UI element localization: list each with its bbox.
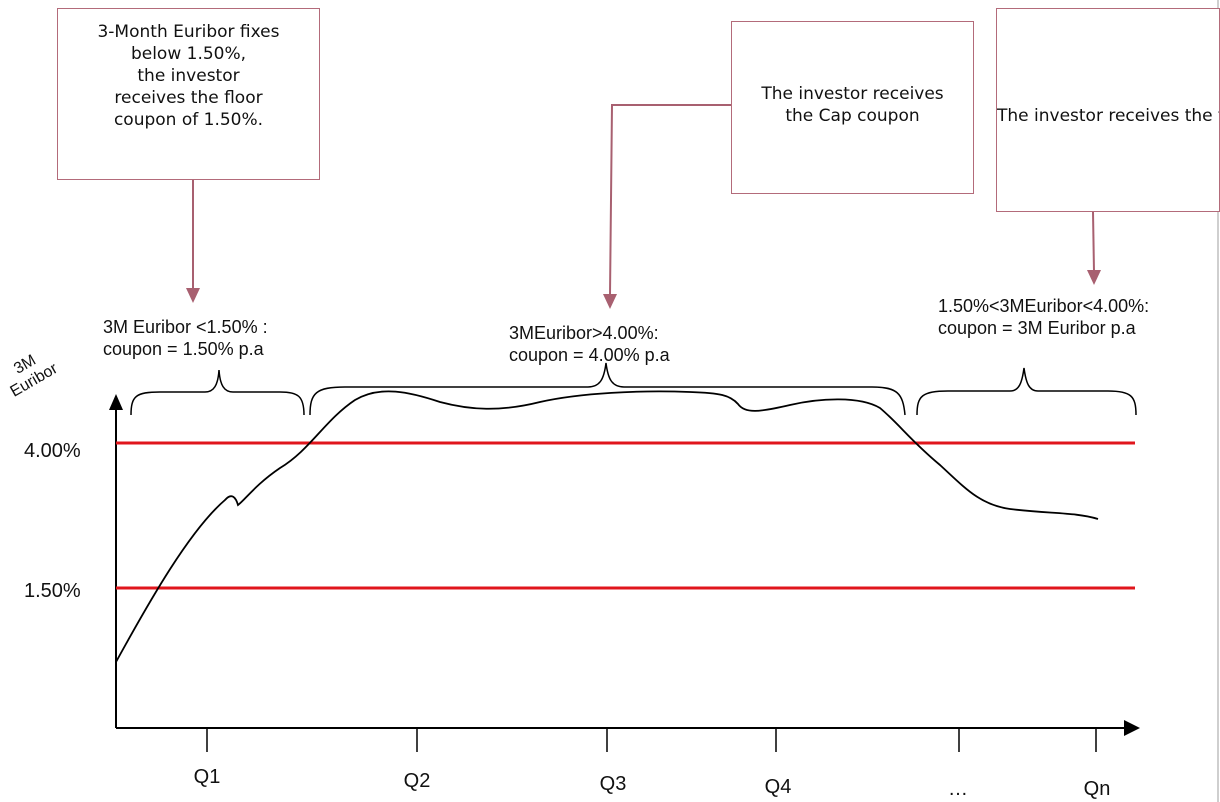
floating-region-label: 1.50%<3MEuribor<4.00%: coupon = 3M Eurib… bbox=[938, 296, 1150, 338]
y-tick-cap-level: 4.00% bbox=[24, 440, 81, 462]
right-border bbox=[1217, 0, 1219, 802]
x-tick-label-q2: Q2 bbox=[403, 770, 431, 792]
cap-arrowhead bbox=[603, 294, 617, 309]
y-axis-arrowhead bbox=[109, 394, 123, 410]
floor-callout-box: 3-Month Euribor fixes below 1.50%, the i… bbox=[57, 8, 320, 180]
floating-arrowhead bbox=[1087, 270, 1101, 285]
floating-callout-arrow bbox=[1092, 211, 1095, 273]
x-tick-label-q4: Q4 bbox=[764, 776, 792, 798]
floating-region-brace bbox=[916, 367, 1137, 416]
cap-callout-arrow bbox=[609, 104, 731, 296]
floor-arrowhead bbox=[186, 288, 200, 303]
cap-region-label: 3MEuribor>4.00%: coupon = 4.00% p.a bbox=[509, 323, 670, 365]
x-tick-label-ellipsis: … bbox=[948, 778, 968, 800]
x-axis-arrowhead bbox=[1124, 720, 1140, 736]
cap-region-brace bbox=[309, 362, 906, 416]
x-tick-label-q1: Q1 bbox=[193, 766, 221, 788]
floor-region-label: 3M Euribor <1.50% : coupon = 1.50% p.a bbox=[103, 317, 268, 359]
cap-callout-box: The investor receives the Cap coupon bbox=[731, 21, 974, 194]
y-tick-floor-level: 1.50% bbox=[24, 580, 81, 602]
floor-region-brace bbox=[130, 369, 305, 416]
x-tick-label-qn: Qn bbox=[1083, 778, 1111, 800]
euribor-curve bbox=[115, 390, 1099, 663]
x-tick-label-q3: Q3 bbox=[599, 773, 627, 795]
floating-callout-box: The investor receives the floating coupo… bbox=[996, 8, 1220, 212]
